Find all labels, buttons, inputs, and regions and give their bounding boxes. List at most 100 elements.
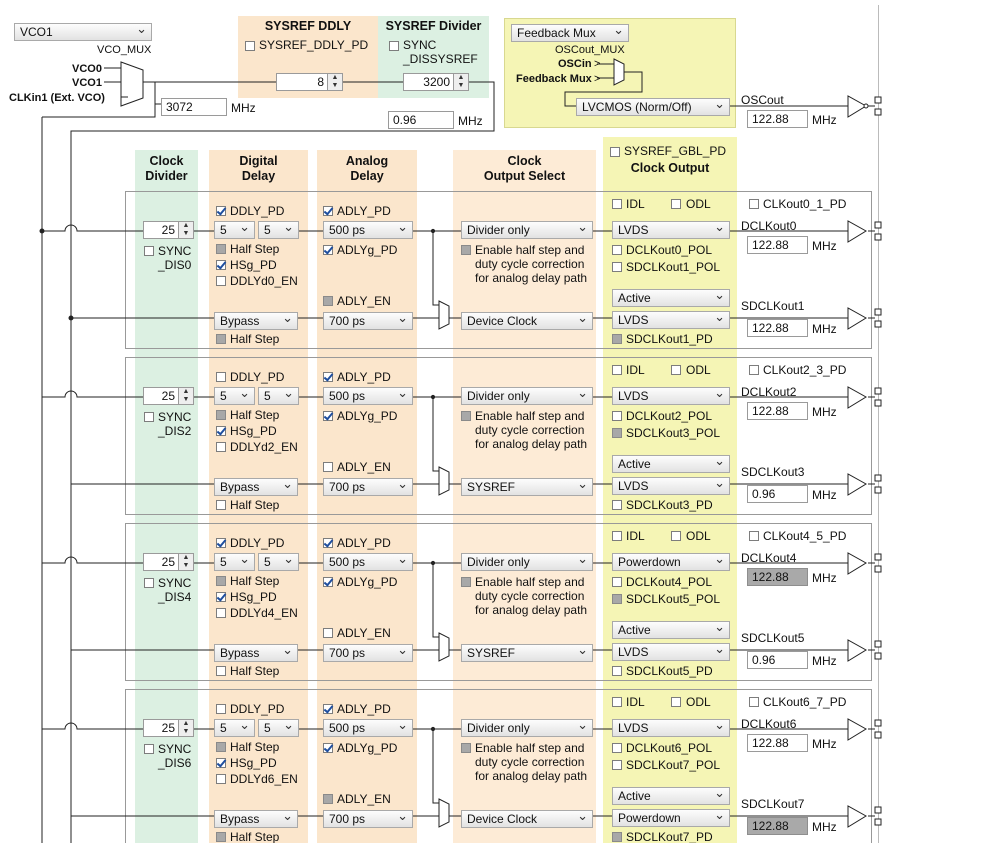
pol-bottom-checkbox[interactable] [612,262,622,272]
ddly-cnth-select[interactable]: 5 [214,553,255,571]
hsg-pd-checkbox[interactable] [216,260,226,270]
bypass-select[interactable]: Bypass [214,644,298,662]
ddly-cntl-select[interactable]: 5 [258,553,299,571]
idl-checkbox[interactable] [612,697,622,707]
mode-select[interactable]: Active [612,787,730,805]
sdclk-pd-checkbox[interactable] [612,500,622,510]
idl-checkbox[interactable] [612,365,622,375]
ddlyd-en-checkbox[interactable] [216,276,226,286]
enable-half-step-checkbox[interactable] [461,245,471,255]
pol-top-checkbox[interactable] [612,743,622,753]
ddly-cnth-select[interactable]: 5 [214,719,255,737]
adly-500-select[interactable]: 500 ps [323,553,413,571]
adlyg-pd-checkbox[interactable] [323,577,333,587]
adly-pd-checkbox[interactable] [323,372,333,382]
clock-divider-spinner[interactable]: 25 ▲ ▼ [143,387,194,405]
enable-half-step-checkbox[interactable] [461,411,471,421]
oscout-freq-field[interactable]: 122.88 [747,110,808,128]
idl-checkbox[interactable] [612,531,622,541]
half-step-checkbox[interactable] [216,576,226,586]
mode-select[interactable]: Active [612,455,730,473]
adly-en-checkbox[interactable] [323,794,333,804]
odl-checkbox[interactable] [671,199,681,209]
adly-en-checkbox[interactable] [323,462,333,472]
adlyg-pd-checkbox[interactable] [323,411,333,421]
odl-checkbox[interactable] [671,365,681,375]
clkout-pd-checkbox[interactable] [749,697,759,707]
adlyg-pd-checkbox[interactable] [323,245,333,255]
sync-dissysref-checkbox[interactable] [389,41,399,51]
adly-700-select[interactable]: 700 ps [323,478,413,496]
sysref-freq-field[interactable]: 0.96 [388,111,454,129]
spin-arrows-icon[interactable]: ▲ ▼ [178,720,193,736]
sdclkout-freq-field[interactable]: 122.88 [747,319,808,337]
half-step-checkbox[interactable] [216,742,226,752]
clock-divider-spinner[interactable]: 25 ▲ ▼ [143,719,194,737]
adlyg-pd-checkbox[interactable] [323,743,333,753]
clkout-pd-checkbox[interactable] [749,531,759,541]
spin-arrows-icon[interactable]: ▲ ▼ [453,74,468,90]
spin-arrows-icon[interactable]: ▲ ▼ [327,74,342,90]
sdclkout-freq-field[interactable]: 0.96 [747,485,808,503]
clkout-pd-checkbox[interactable] [749,199,759,209]
sdclkout-freq-field[interactable]: 122.88 [747,817,808,835]
adly-en-checkbox[interactable] [323,628,333,638]
ddly-cnth-select[interactable]: 5 [214,221,255,239]
sysref-gbl-pd-checkbox[interactable] [610,147,620,157]
pol-top-checkbox[interactable] [612,411,622,421]
adly-500-select[interactable]: 500 ps [323,719,413,737]
bypass-select[interactable]: Bypass [214,810,298,828]
sysref-ddly-spinner[interactable]: 8 ▲ ▼ [276,73,343,91]
pol-top-checkbox[interactable] [612,577,622,587]
vco-freq-field[interactable]: 3072 [161,98,227,116]
adly-700-select[interactable]: 700 ps [323,644,413,662]
ddly-pd-checkbox[interactable] [216,206,226,216]
half-step-bottom-checkbox[interactable] [216,666,226,676]
output-select-top[interactable]: Divider only [461,387,593,405]
hsg-pd-checkbox[interactable] [216,592,226,602]
dclkout-freq-field[interactable]: 122.88 [747,402,808,420]
half-step-checkbox[interactable] [216,244,226,254]
sdclk-pd-checkbox[interactable] [612,666,622,676]
format-bottom-select[interactable]: LVDS [612,643,730,661]
format-bottom-select[interactable]: LVDS [612,311,730,329]
enable-half-step-checkbox[interactable] [461,577,471,587]
sync-dis-checkbox[interactable] [144,744,154,754]
half-step-bottom-checkbox[interactable] [216,334,226,344]
pol-bottom-checkbox[interactable] [612,760,622,770]
sdclk-pd-checkbox[interactable] [612,334,622,344]
half-step-checkbox[interactable] [216,410,226,420]
odl-checkbox[interactable] [671,531,681,541]
adly-en-checkbox[interactable] [323,296,333,306]
ddly-cnth-select[interactable]: 5 [214,387,255,405]
pol-bottom-checkbox[interactable] [612,428,622,438]
feedback-mux-select[interactable]: Feedback Mux [511,24,629,42]
ddlyd-en-checkbox[interactable] [216,608,226,618]
format-top-select[interactable]: Powerdown [612,553,730,571]
half-step-bottom-checkbox[interactable] [216,500,226,510]
hsg-pd-checkbox[interactable] [216,758,226,768]
ddly-cntl-select[interactable]: 5 [258,387,299,405]
idl-checkbox[interactable] [612,199,622,209]
ddly-cntl-select[interactable]: 5 [258,221,299,239]
clock-divider-spinner[interactable]: 25 ▲ ▼ [143,553,194,571]
output-select-top[interactable]: Divider only [461,553,593,571]
ddly-pd-checkbox[interactable] [216,538,226,548]
odl-checkbox[interactable] [671,697,681,707]
ddly-pd-checkbox[interactable] [216,704,226,714]
spin-arrows-icon[interactable]: ▲ ▼ [178,388,193,404]
output-select-top[interactable]: Divider only [461,719,593,737]
format-top-select[interactable]: LVDS [612,719,730,737]
enable-half-step-checkbox[interactable] [461,743,471,753]
adly-700-select[interactable]: 700 ps [323,312,413,330]
oscout-format-select[interactable]: LVCMOS (Norm/Off) [576,98,730,116]
output-select-bottom[interactable]: Device Clock [461,810,593,828]
ddly-pd-checkbox[interactable] [216,372,226,382]
sync-dis-checkbox[interactable] [144,578,154,588]
clock-divider-spinner[interactable]: 25 ▲ ▼ [143,221,194,239]
spin-arrows-icon[interactable]: ▲ ▼ [178,554,193,570]
adly-500-select[interactable]: 500 ps [323,221,413,239]
output-select-top[interactable]: Divider only [461,221,593,239]
format-top-select[interactable]: LVDS [612,387,730,405]
dclkout-freq-field[interactable]: 122.88 [747,568,808,586]
